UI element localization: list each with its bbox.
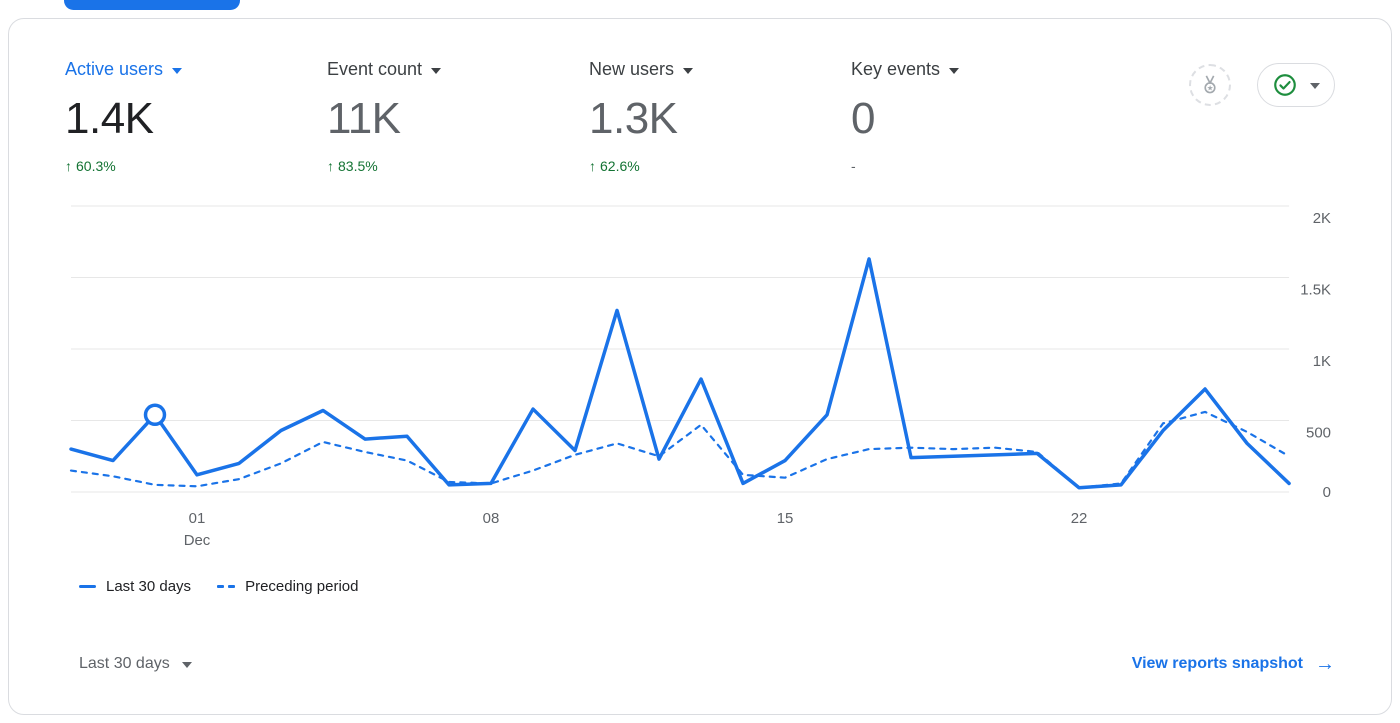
chevron-down-icon[interactable] <box>172 67 183 74</box>
metric-value: 1.4K <box>65 94 154 143</box>
date-range-selector[interactable]: Last 30 days <box>79 655 192 673</box>
chart-legend: Last 30 days Preceding period <box>65 578 1335 595</box>
x-axis-label: 15 <box>777 510 794 527</box>
series-line-dashed <box>69 411 1291 489</box>
y-axis-label: 2K <box>1313 210 1331 227</box>
metrics-row: Active users 1.4K ↑ 60.3% Event count 11… <box>65 59 1335 174</box>
y-axis-label: 1K <box>1313 353 1331 370</box>
x-axis-label: 22 <box>1071 510 1088 527</box>
metric-change: ↑ 60.3% <box>65 158 116 175</box>
solid-line-swatch <box>79 585 96 589</box>
metric-value: 0 <box>851 94 875 143</box>
svg-text:★: ★ <box>1207 83 1214 92</box>
metric-change: - <box>851 158 856 175</box>
medal-icon: ★ <box>1199 74 1221 96</box>
metric-label[interactable]: Active users <box>65 59 164 79</box>
arrow-up-icon: ↑ <box>327 158 334 175</box>
chevron-down-icon[interactable] <box>683 67 694 74</box>
y-axis-label: 1.5K <box>1300 282 1331 299</box>
chevron-down-icon <box>181 662 192 668</box>
series-line-solid <box>69 257 1291 490</box>
chevron-down-icon[interactable] <box>949 67 960 74</box>
metric-new-users[interactable]: New users 1.3K ↑ 62.6% <box>589 59 851 174</box>
arrow-up-icon: ↑ <box>589 158 596 175</box>
metric-label[interactable]: Key events <box>851 59 941 79</box>
active-users-chart[interactable]: 0 500 1K 1.5K 2K 01 Dec 08 15 22 <box>65 196 1335 556</box>
x-axis-label: 08 <box>483 510 500 527</box>
metric-active-users[interactable]: Active users 1.4K ↑ 60.3% <box>65 59 327 174</box>
y-axis-label: 500 <box>1306 425 1331 442</box>
chevron-down-icon[interactable] <box>431 67 442 74</box>
metric-value: 11K <box>327 94 401 143</box>
check-circle-icon <box>1272 72 1298 98</box>
view-reports-snapshot-link[interactable]: View reports snapshot → <box>1131 653 1335 675</box>
metric-label[interactable]: Event count <box>327 59 423 79</box>
card-footer: Last 30 days View reports snapshot → <box>65 654 1335 674</box>
legend-item-preceding-period: Preceding period <box>217 578 358 595</box>
highlighted-point[interactable] <box>143 403 167 427</box>
metric-label[interactable]: New users <box>589 59 675 79</box>
home-overview-card: Active users 1.4K ↑ 60.3% Event count 11… <box>8 18 1392 715</box>
x-axis-label: 01 <box>189 510 206 527</box>
arrow-up-icon: ↑ <box>65 158 72 175</box>
metric-change: ↑ 83.5% <box>327 158 378 175</box>
active-tab-indicator <box>64 0 240 10</box>
arrow-right-icon: → <box>1315 653 1335 675</box>
legend-item-last-30-days: Last 30 days <box>79 578 191 595</box>
dashed-line-swatch <box>217 585 236 589</box>
card-header-actions: ★ <box>1189 59 1335 107</box>
x-axis-sublabel: Dec <box>184 532 211 549</box>
data-quality-button[interactable] <box>1257 63 1335 107</box>
line-chart-svg[interactable]: 0 500 1K 1.5K 2K 01 Dec 08 15 22 <box>65 196 1335 556</box>
metric-key-events[interactable]: Key events 0 - <box>851 59 1113 174</box>
metric-change: ↑ 62.6% <box>589 158 640 175</box>
metric-value: 1.3K <box>589 94 678 143</box>
benchmark-badge-button[interactable]: ★ <box>1189 64 1231 106</box>
chevron-down-icon <box>1310 83 1320 89</box>
y-axis-label: 0 <box>1323 484 1331 501</box>
metric-event-count[interactable]: Event count 11K ↑ 83.5% <box>327 59 589 174</box>
